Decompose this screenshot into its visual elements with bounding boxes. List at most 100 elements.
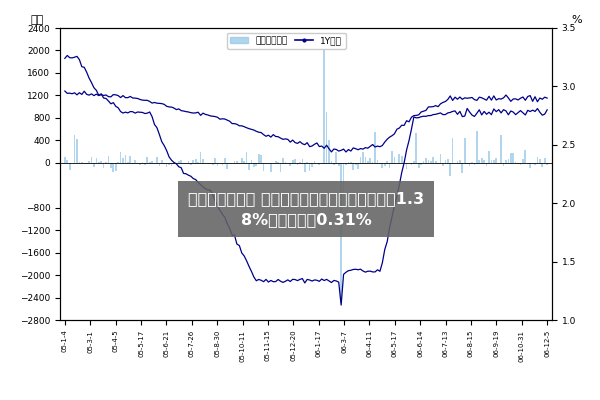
Bar xyxy=(168,163,170,165)
Bar xyxy=(161,160,163,163)
Bar xyxy=(493,160,494,163)
Bar xyxy=(382,163,383,168)
Bar xyxy=(146,157,148,163)
Bar xyxy=(144,163,146,165)
Bar xyxy=(302,159,303,163)
Bar xyxy=(415,132,417,163)
Bar xyxy=(244,161,245,163)
Bar xyxy=(195,159,197,163)
Bar xyxy=(466,163,468,164)
Bar xyxy=(459,160,461,163)
Bar xyxy=(379,163,381,164)
Bar xyxy=(384,163,386,166)
Bar xyxy=(190,163,192,165)
Bar xyxy=(422,161,424,163)
Bar xyxy=(323,45,325,163)
Bar xyxy=(149,162,151,163)
Bar xyxy=(457,161,458,163)
Bar xyxy=(241,158,242,163)
Bar xyxy=(355,163,356,165)
Bar xyxy=(110,163,112,168)
Bar xyxy=(418,163,419,168)
Bar xyxy=(229,163,230,164)
Bar xyxy=(170,163,172,166)
Bar xyxy=(296,163,298,165)
Bar xyxy=(515,162,517,163)
Bar xyxy=(529,163,531,168)
Bar xyxy=(328,140,330,163)
Bar xyxy=(212,163,214,165)
Bar xyxy=(151,161,153,163)
Bar xyxy=(158,163,160,166)
Bar xyxy=(130,156,131,163)
Bar xyxy=(406,163,407,169)
Bar xyxy=(258,154,260,163)
Bar xyxy=(447,158,449,163)
Bar xyxy=(461,163,463,173)
Bar xyxy=(289,163,291,166)
Bar xyxy=(132,163,134,164)
Bar xyxy=(544,158,545,163)
Bar xyxy=(270,163,272,172)
Bar xyxy=(137,163,139,164)
Bar xyxy=(527,163,529,164)
Bar xyxy=(207,163,209,164)
Bar xyxy=(200,152,202,163)
Bar xyxy=(359,157,361,163)
Bar xyxy=(226,163,228,169)
Bar xyxy=(239,163,240,164)
Bar xyxy=(481,158,482,163)
Bar xyxy=(193,160,194,163)
Bar xyxy=(299,162,301,163)
Bar xyxy=(445,160,446,163)
Bar xyxy=(91,157,92,163)
Bar xyxy=(403,163,405,164)
Bar xyxy=(251,160,253,163)
Bar xyxy=(391,151,393,163)
Bar xyxy=(134,160,136,163)
Bar xyxy=(280,163,281,172)
Bar xyxy=(539,158,541,163)
Bar xyxy=(394,157,395,163)
Bar xyxy=(67,160,68,163)
Bar xyxy=(154,163,155,164)
Bar xyxy=(246,152,247,163)
Bar xyxy=(442,163,444,166)
Bar xyxy=(377,160,379,163)
Bar xyxy=(127,162,129,163)
Bar xyxy=(476,131,478,163)
Bar xyxy=(435,160,437,163)
Bar xyxy=(188,162,190,163)
Bar xyxy=(294,159,296,163)
Bar xyxy=(265,163,267,164)
Bar xyxy=(370,158,371,163)
Bar xyxy=(236,161,238,163)
Bar xyxy=(433,157,434,163)
Bar xyxy=(284,162,286,163)
Bar xyxy=(478,160,480,163)
Bar xyxy=(253,163,255,168)
Bar xyxy=(374,132,376,163)
Bar xyxy=(437,163,439,164)
Bar xyxy=(536,157,538,163)
Bar xyxy=(386,161,388,163)
Bar xyxy=(367,161,368,163)
Bar xyxy=(260,155,262,163)
Bar xyxy=(420,163,422,164)
Bar xyxy=(248,163,250,170)
Bar xyxy=(79,162,80,163)
Bar xyxy=(500,135,502,163)
Bar xyxy=(413,161,415,163)
Bar xyxy=(398,154,400,163)
Legend: 净投放现金额, 1Y央票: 净投放现金额, 1Y央票 xyxy=(227,32,346,49)
Bar xyxy=(517,163,519,164)
Bar xyxy=(224,158,226,163)
Bar xyxy=(95,158,97,163)
Bar xyxy=(503,163,505,166)
Bar xyxy=(498,163,500,164)
Bar xyxy=(483,160,485,163)
Bar xyxy=(496,158,497,163)
Bar xyxy=(183,163,184,164)
Bar xyxy=(343,163,344,191)
Bar xyxy=(98,162,100,163)
